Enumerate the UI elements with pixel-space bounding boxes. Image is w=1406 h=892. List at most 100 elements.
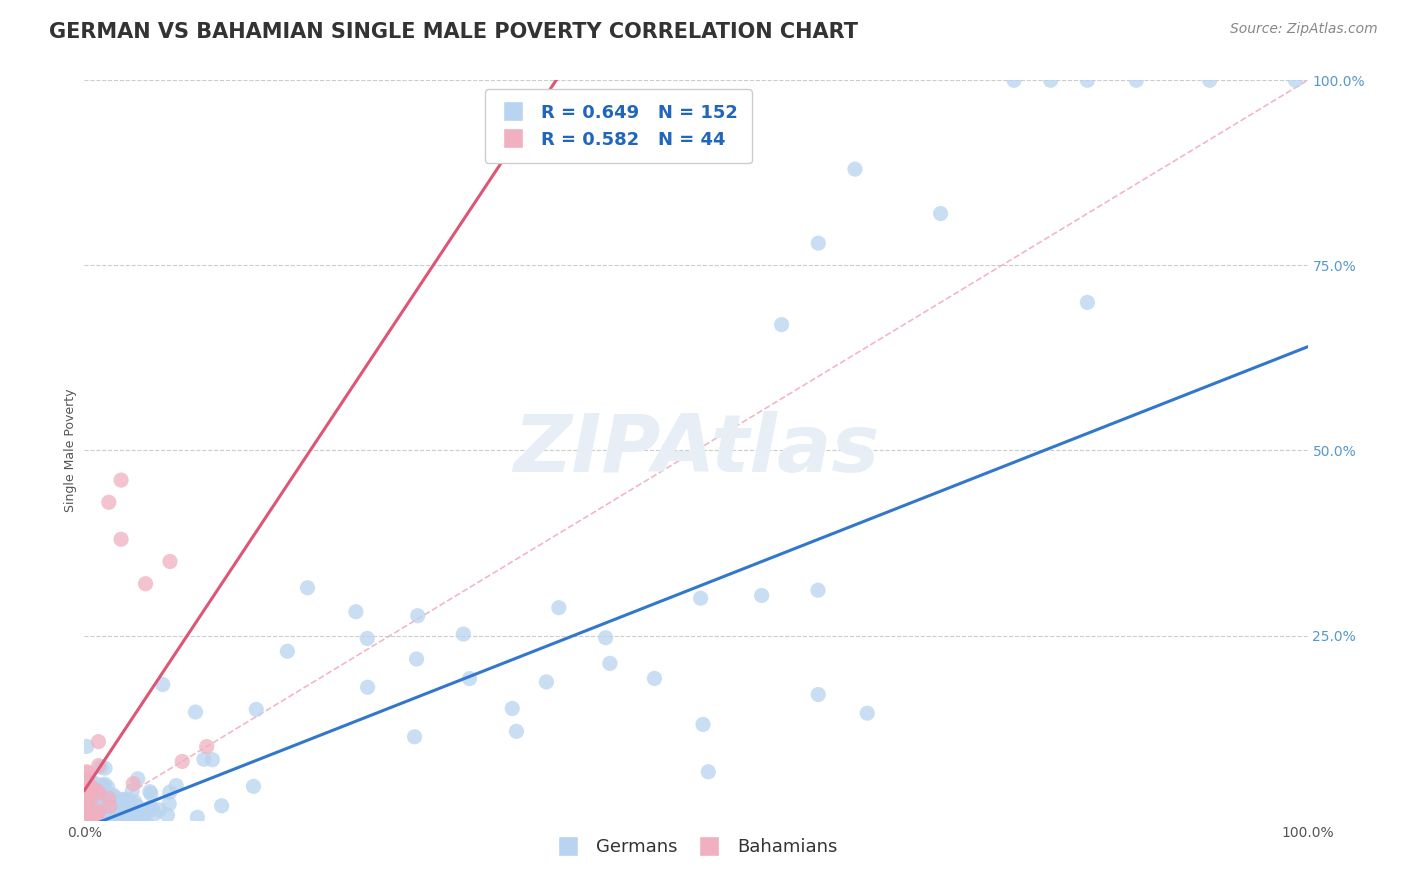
Bahamians [75,797,97,811]
Bahamians [83,810,105,824]
Germans [643,672,665,686]
Germans [94,806,117,821]
Germans [124,795,146,809]
Bahamians [76,802,98,816]
Bahamians [76,764,98,779]
Germans [127,772,149,786]
Germans [90,793,112,807]
Germans [211,798,233,813]
Germans [93,797,115,812]
Germans [115,796,138,810]
Germans [79,776,101,790]
Bahamians [83,807,105,822]
Germans [104,805,127,819]
Text: ZIPAtlas: ZIPAtlas [513,411,879,490]
Bahamians [86,810,108,824]
Germans [139,787,162,801]
Germans [84,796,107,810]
Germans [80,797,103,812]
Bahamians [76,812,98,826]
Germans [807,236,830,251]
Germans [104,799,127,814]
Germans [156,808,179,822]
Germans [75,805,97,820]
Germans [356,632,378,646]
Germans [104,789,127,804]
Germans [75,805,97,819]
Germans [770,318,793,332]
Germans [114,792,136,806]
Germans [115,805,138,820]
Bahamians [76,773,98,788]
Germans [135,805,157,819]
Bahamians [87,786,110,800]
Germans [118,793,141,807]
Germans [76,796,98,810]
Germans [1284,73,1306,87]
Germans [201,753,224,767]
Germans [406,608,429,623]
Germans [94,804,117,818]
Germans [807,688,830,702]
Germans [96,780,118,794]
Bahamians [87,804,110,818]
Germans [929,206,952,220]
Germans [76,776,98,790]
Germans [111,813,134,827]
Germans [83,798,105,813]
Germans [89,813,111,827]
Germans [184,705,207,719]
Bahamians [76,789,98,804]
Germans [76,797,98,812]
Germans [139,784,162,798]
Germans [87,798,110,813]
Germans [1039,73,1062,87]
Germans [91,807,114,822]
Bahamians [77,804,100,818]
Bahamians [75,807,97,822]
Germans [105,797,128,812]
Germans [122,805,145,819]
Germans [90,760,112,774]
Bahamians [159,555,181,569]
Text: GERMAN VS BAHAMIAN SINGLE MALE POVERTY CORRELATION CHART: GERMAN VS BAHAMIAN SINGLE MALE POVERTY C… [49,22,858,42]
Germans [297,581,319,595]
Germans [120,811,142,825]
Germans [86,810,108,824]
Germans [1002,73,1025,87]
Bahamians [80,793,103,807]
Germans [276,644,298,658]
Germans [96,797,118,811]
Germans [110,812,132,826]
Germans [139,801,162,815]
Bahamians [83,807,105,822]
Bahamians [97,791,120,805]
Bahamians [110,473,132,487]
Germans [93,789,115,803]
Germans [96,813,118,827]
Germans [193,752,215,766]
Bahamians [77,784,100,798]
Germans [242,780,264,794]
Germans [79,772,101,786]
Germans [84,808,107,822]
Germans [751,589,773,603]
Germans [132,810,155,824]
Germans [101,788,124,802]
Germans [165,779,187,793]
Germans [91,804,114,818]
Bahamians [110,533,132,547]
Bahamians [86,806,108,821]
Germans [104,800,127,814]
Germans [111,804,134,818]
Germans [344,605,367,619]
Germans [405,652,427,666]
Germans [77,809,100,823]
Germans [689,591,711,606]
Germans [79,782,101,797]
Germans [94,761,117,775]
Bahamians [76,778,98,792]
Germans [84,793,107,807]
Germans [87,810,110,824]
Germans [103,809,125,823]
